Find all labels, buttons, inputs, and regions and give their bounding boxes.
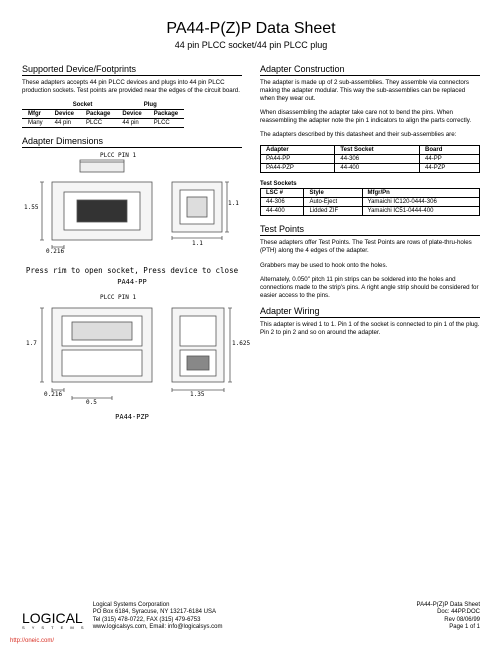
model-pzp: PA44-PZP bbox=[22, 413, 242, 421]
diagram-pa44-pzp: PLCC PIN 1 bbox=[22, 294, 242, 409]
dim-w: 0.216 bbox=[46, 248, 64, 255]
testpoints-p1: These adapters offer Test Points. The Te… bbox=[260, 239, 480, 255]
footer-right: PA44-P(Z)P Data Sheet Doc: 44PP.DOC Rev … bbox=[417, 602, 480, 631]
th-pdev: Device bbox=[116, 110, 147, 119]
socket-plug-table: Socket Plug Mfgr Device Package Device P… bbox=[22, 101, 184, 128]
table-row: PA44-PZP 44-400 44-PZP bbox=[261, 164, 480, 173]
page-subtitle: 44 pin PLCC socket/44 pin PLCC plug bbox=[22, 40, 480, 50]
company-tel: Tel (315) 478-0722, FAX (315) 479-6753 bbox=[93, 617, 223, 624]
logo: LOGICAL S Y S T E M S bbox=[22, 612, 89, 631]
th-spkg: Package bbox=[80, 110, 116, 119]
source-url[interactable]: http://oneic.com/ bbox=[10, 638, 54, 644]
construction-p2: When disassembling the adapter take care… bbox=[260, 109, 480, 125]
td-spkg: PLCC bbox=[80, 119, 116, 128]
logo-top: LOGICAL bbox=[22, 612, 83, 625]
at-h1: Test Socket bbox=[335, 146, 420, 155]
dim-h: 1.55 bbox=[24, 204, 38, 211]
td-pdev: 44 pin bbox=[116, 119, 147, 128]
th-mfgr: Mfgr bbox=[22, 110, 49, 119]
dim-sa: 1.1 bbox=[228, 200, 239, 207]
footer-r1: PA44-P(Z)P Data Sheet bbox=[417, 602, 480, 609]
left-column: Supported Device/Footprints These adapte… bbox=[22, 64, 242, 429]
td-mfgr: Many bbox=[22, 119, 49, 128]
logo-bottom: S Y S T E M S bbox=[22, 625, 87, 630]
dimensions-heading: Adapter Dimensions bbox=[22, 136, 242, 148]
at-h2: Board bbox=[420, 146, 480, 155]
dim2-sw: 1.35 bbox=[190, 391, 204, 398]
footer-r4: Page 1 of 1 bbox=[417, 624, 480, 631]
footer: LOGICAL S Y S T E M S Logical Systems Co… bbox=[22, 602, 480, 631]
adapter-table: Adapter Test Socket Board PA44-PP 44-306… bbox=[260, 145, 480, 173]
dim2-sh: 1.625 bbox=[232, 340, 250, 347]
supported-text: These adapters accepts 44 pin PLCC devic… bbox=[22, 79, 242, 95]
content-columns: Supported Device/Footprints These adapte… bbox=[22, 64, 480, 429]
wiring-heading: Adapter Wiring bbox=[260, 306, 480, 318]
press-caption: Press rim to open socket, Press device t… bbox=[22, 266, 242, 275]
dim2-w1: 0.216 bbox=[44, 391, 62, 398]
at-h0: Adapter bbox=[261, 146, 335, 155]
footer-r3: Rev 08/06/99 bbox=[417, 617, 480, 624]
diagram1-svg bbox=[22, 152, 242, 260]
footer-r2: Doc: 44PP.DOC bbox=[417, 609, 480, 616]
right-column: Adapter Construction The adapter is made… bbox=[260, 64, 480, 429]
company-addr: PO Box 6184, Syracuse, NY 13217-6184 USA bbox=[93, 609, 223, 616]
dim2-h: 1.7 bbox=[26, 340, 37, 347]
wiring-p1: This adapter is wired 1 to 1. Pin 1 of t… bbox=[260, 321, 480, 337]
construction-p1: The adapter is made up of 2 sub-assembli… bbox=[260, 79, 480, 103]
testpoints-heading: Test Points bbox=[260, 224, 480, 236]
test-sockets-table: LSC # Style Mfgr/Pn 44-306 Auto-Eject Ya… bbox=[260, 188, 480, 216]
table-row: 44-400 Lidded ZIF Yamaichi IC51-0444-400 bbox=[261, 207, 480, 216]
company-web: www.logicalsys.com, Email: info@logicals… bbox=[93, 624, 223, 631]
model-pp: PA44-PP bbox=[22, 278, 242, 286]
diagram2-svg bbox=[22, 294, 242, 406]
supported-heading: Supported Device/Footprints bbox=[22, 64, 242, 76]
dim2-w2: 0.5 bbox=[86, 399, 97, 406]
table-row: 44-306 Auto-Eject Yamaichi IC120-0444-30… bbox=[261, 198, 480, 207]
table-row: PA44-PP 44-306 44-PP bbox=[261, 155, 480, 164]
th-sdev: Device bbox=[49, 110, 80, 119]
dim-sb: 1.1 bbox=[192, 240, 203, 247]
pin1-label: PLCC PIN 1 bbox=[100, 152, 136, 159]
diagram-pa44-pp: PLCC PIN 1 bbox=[22, 152, 242, 262]
th-socket: Socket bbox=[49, 101, 117, 110]
page-title: PA44-P(Z)P Data Sheet bbox=[22, 20, 480, 38]
testpoints-p2: Grabbers may be used to hook onto the ho… bbox=[260, 262, 480, 270]
td-sdev: 44 pin bbox=[49, 119, 80, 128]
testpoints-p3: Alternately, 0.050" pitch 11 pin strips … bbox=[260, 276, 480, 300]
company-name: Logical Systems Corporation bbox=[93, 602, 223, 609]
th-ppkg: Package bbox=[148, 110, 184, 119]
construction-p3: The adapters described by this datasheet… bbox=[260, 131, 480, 139]
pin1-label2: PLCC PIN 1 bbox=[100, 294, 136, 301]
td-ppkg: PLCC bbox=[148, 119, 184, 128]
footer-address: Logical Systems Corporation PO Box 6184,… bbox=[93, 602, 223, 631]
th-plug: Plug bbox=[116, 101, 184, 110]
construction-heading: Adapter Construction bbox=[260, 64, 480, 76]
test-sockets-label: Test Sockets bbox=[260, 181, 480, 187]
footer-left: LOGICAL S Y S T E M S Logical Systems Co… bbox=[22, 602, 223, 631]
